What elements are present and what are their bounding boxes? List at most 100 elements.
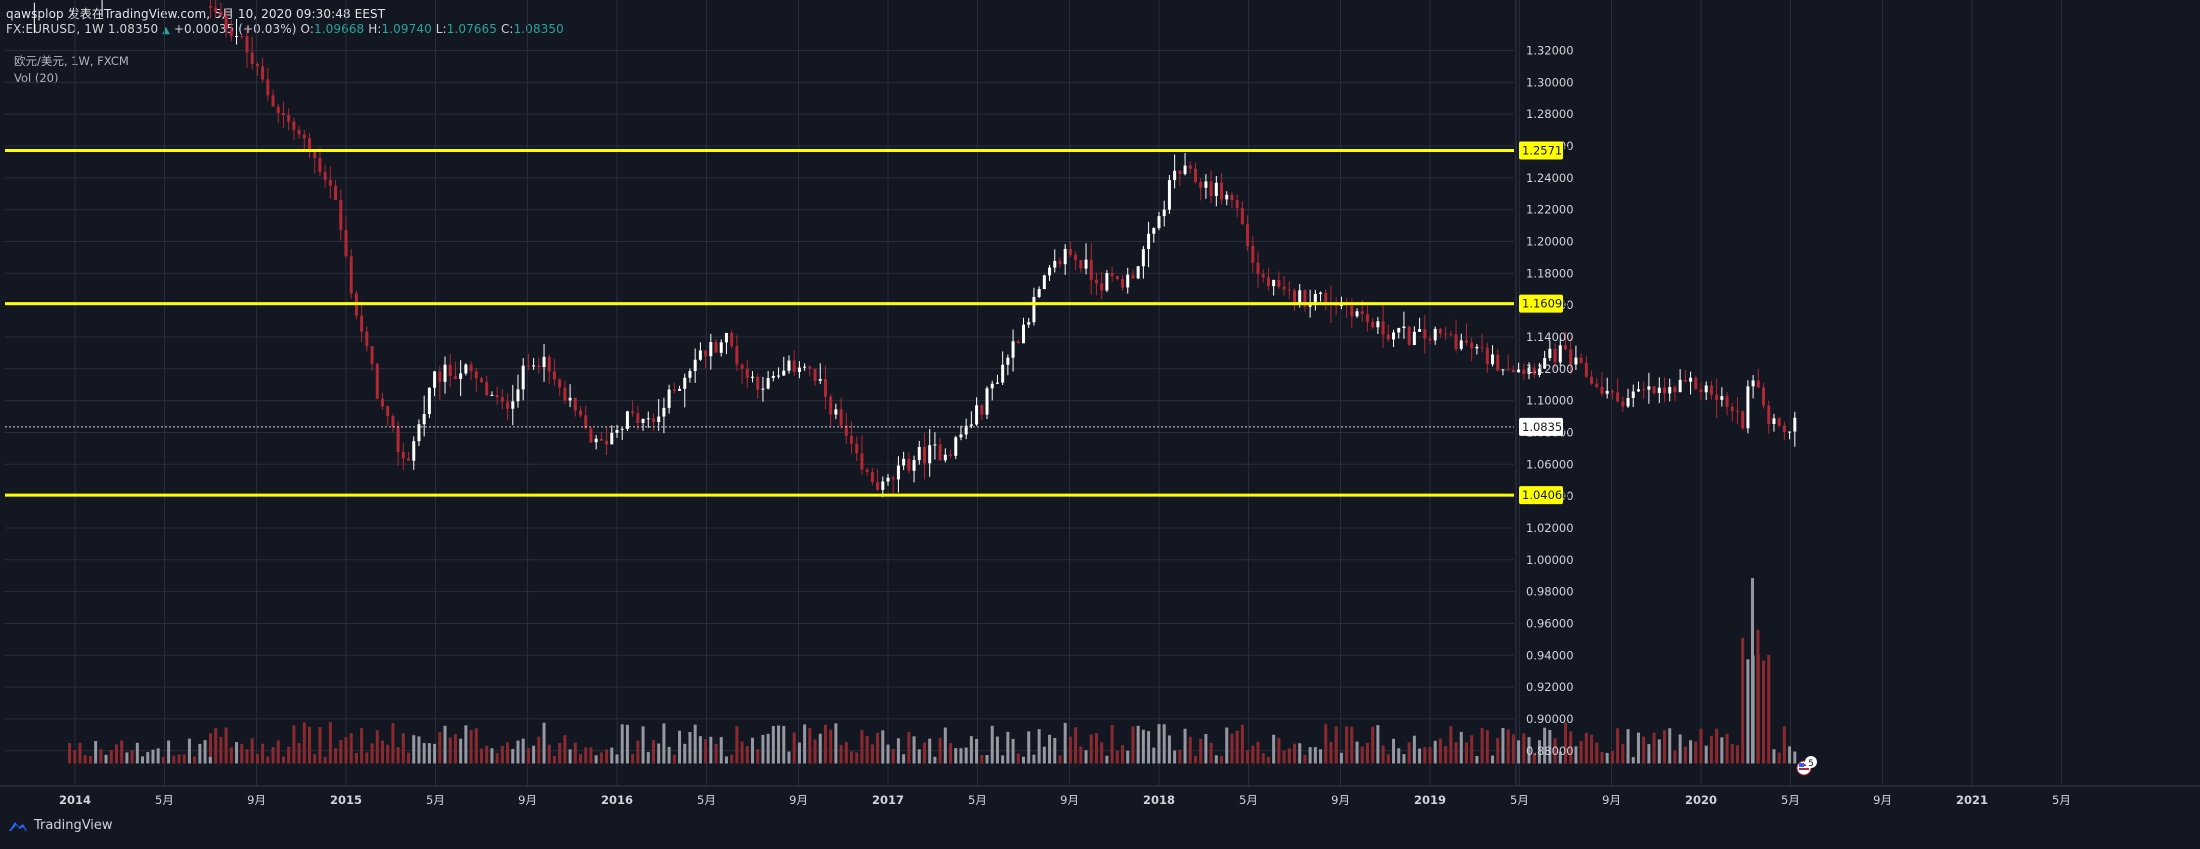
candle-body <box>506 401 510 409</box>
candle-body <box>844 425 848 436</box>
candle-body <box>1131 274 1135 279</box>
price-tick-label: 1.06000 <box>1526 457 1574 471</box>
candle-body <box>1558 345 1562 363</box>
volume-bar <box>1121 745 1125 764</box>
candle-body <box>1423 328 1427 339</box>
volume-bar <box>1746 659 1750 764</box>
volume-bar <box>500 745 504 764</box>
volume-bar <box>214 728 218 764</box>
candle-body <box>1506 369 1510 371</box>
volume-bar <box>1694 741 1698 764</box>
volume-bar <box>808 728 812 764</box>
tradingview-logo[interactable]: TradingView <box>6 818 113 833</box>
candle-body <box>1762 387 1766 406</box>
volume-bar <box>261 743 265 764</box>
volume-bar <box>1412 735 1416 764</box>
volume-bar <box>187 738 191 764</box>
candle-body <box>917 446 921 461</box>
volume-bar <box>589 747 593 764</box>
volume-bar <box>1334 726 1338 764</box>
candle-body <box>1350 305 1354 317</box>
candle-body <box>969 424 973 426</box>
candle-body <box>464 364 468 374</box>
candle-body <box>344 229 348 257</box>
candle-body <box>1261 274 1265 278</box>
candle-body <box>500 397 504 402</box>
candle-body <box>1053 260 1057 268</box>
candle-body <box>1496 354 1500 371</box>
volume-bar <box>1772 749 1776 764</box>
candle-body <box>1459 340 1463 349</box>
volume-bar <box>328 722 332 764</box>
candle-body <box>1418 328 1422 332</box>
volume-bar <box>245 749 249 764</box>
volume-bar <box>1214 755 1218 764</box>
volume-bar <box>422 743 426 764</box>
candle-body <box>1788 431 1792 433</box>
volume-bar <box>605 749 609 764</box>
volume-bar <box>83 755 87 764</box>
volume-bar <box>1642 736 1646 764</box>
legend-volume[interactable]: Vol (20) <box>14 71 59 85</box>
event-count: 5 <box>1808 759 1814 769</box>
volume-bar <box>386 744 390 764</box>
volume-bar <box>1631 757 1635 764</box>
volume-bar <box>167 740 171 764</box>
publish-info: qawsplop 发表在TradingView.com, 5月 10, 2020… <box>6 7 386 21</box>
candle-body <box>605 440 609 445</box>
candle-body <box>396 426 400 453</box>
volume-bar <box>1068 736 1072 764</box>
volume-bar <box>490 748 494 764</box>
volume-bar <box>651 740 655 764</box>
legend-series-title[interactable]: 欧元/美元, 1W, FXCM <box>14 54 129 68</box>
candle-body <box>1767 405 1771 425</box>
volume-bar <box>1293 743 1296 764</box>
candle-body <box>787 360 791 371</box>
chart-legend[interactable]: 欧元/美元, 1W, FXCM Vol (20) <box>14 53 129 87</box>
volume-bar <box>125 752 129 764</box>
open-value: 1.09668 <box>313 22 365 36</box>
volume-bar <box>224 727 228 764</box>
volume-bar <box>271 747 275 764</box>
candle-body <box>756 376 760 390</box>
candle-body <box>407 458 411 461</box>
price-chart[interactable]: 1.320001.300001.280001.260001.240001.220… <box>0 0 2200 812</box>
candle-body <box>636 413 640 423</box>
candle-body <box>1240 207 1244 225</box>
candle-body <box>912 460 916 471</box>
candle-body <box>1652 386 1656 393</box>
candle-body <box>1709 385 1713 395</box>
candle-body <box>1235 200 1239 208</box>
level-price-label: 1.16096 <box>1522 297 1570 311</box>
volume-bar <box>203 740 207 764</box>
candle-body <box>1100 283 1104 291</box>
volume-bar <box>902 754 906 764</box>
candle-body <box>1048 267 1052 276</box>
volume-bar <box>1720 737 1724 764</box>
volume-bar <box>1376 725 1380 764</box>
volume-bar <box>391 723 395 764</box>
candle-body <box>1308 304 1312 307</box>
open-label: O: <box>300 22 314 36</box>
candle-body <box>886 477 890 482</box>
volume-bar <box>443 725 447 764</box>
candle-body <box>1412 331 1416 345</box>
volume-bar <box>1428 747 1432 764</box>
candle-body <box>735 346 739 365</box>
candle-body <box>1110 273 1114 276</box>
volume-bar <box>969 736 973 764</box>
volume-bar <box>1173 750 1177 764</box>
volume-bar <box>1147 731 1151 764</box>
volume-bar <box>177 754 181 764</box>
event-badge[interactable]: 5 <box>1796 756 1817 776</box>
candle-body <box>771 375 775 378</box>
time-tick-label: 2014 <box>59 793 91 807</box>
volume-bar <box>114 744 118 764</box>
candle-body <box>1256 262 1260 275</box>
volume-bar <box>1058 755 1062 764</box>
volume-bar <box>615 754 619 764</box>
time-tick-label: 9月 <box>1331 793 1350 807</box>
candle-body <box>1543 358 1547 369</box>
candle-body <box>1293 290 1296 305</box>
volume-bar <box>1579 741 1583 764</box>
